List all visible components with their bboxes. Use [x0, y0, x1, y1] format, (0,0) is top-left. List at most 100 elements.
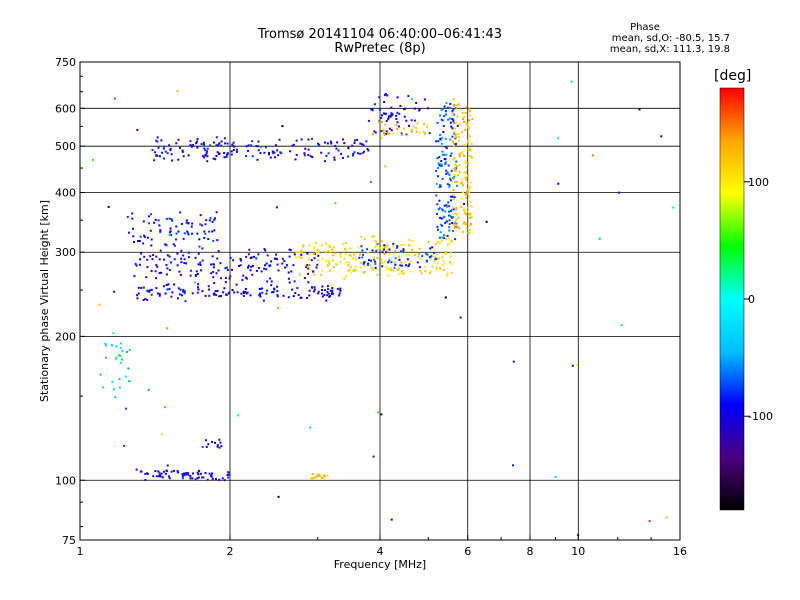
x-axis-label: Frequency [MHz] [334, 558, 426, 571]
data-point [308, 268, 311, 271]
data-point [182, 155, 185, 158]
data-point [115, 356, 118, 359]
data-point [313, 288, 316, 291]
data-point [225, 294, 228, 297]
data-point [463, 221, 466, 224]
x-tick-label: 2 [227, 545, 234, 558]
data-point [163, 258, 166, 261]
data-point [399, 104, 402, 107]
data-point [425, 125, 428, 128]
data-point [169, 227, 172, 230]
data-point [343, 257, 346, 260]
data-point [307, 272, 310, 275]
data-point [436, 175, 439, 178]
data-point [208, 294, 211, 297]
data-point [449, 106, 452, 109]
data-point [312, 477, 315, 480]
data-point [214, 477, 217, 480]
data-point [411, 239, 414, 242]
data-point [151, 258, 154, 261]
data-point [362, 262, 365, 265]
data-point [356, 138, 359, 141]
data-point [273, 257, 276, 260]
data-point [179, 146, 182, 149]
data-point [216, 239, 219, 242]
data-point [134, 262, 137, 265]
data-point [466, 206, 469, 209]
data-point [396, 246, 399, 249]
data-point [469, 110, 472, 113]
data-point [440, 223, 443, 226]
data-point [426, 253, 429, 256]
data-point [347, 269, 350, 272]
data-point [184, 300, 187, 303]
data-point [320, 151, 323, 154]
data-point [211, 475, 214, 478]
data-point [451, 109, 454, 112]
data-point [463, 144, 466, 147]
data-point [136, 297, 139, 300]
data-point [169, 149, 172, 152]
data-point [377, 120, 380, 123]
data-point [455, 222, 458, 225]
data-point [242, 274, 245, 277]
y-tick-label: 100 [55, 474, 76, 487]
phase-stats-title: Phase [630, 22, 660, 33]
data-point [324, 250, 327, 253]
data-point [163, 157, 166, 160]
data-point [326, 291, 329, 294]
data-point [196, 286, 199, 289]
data-point [458, 155, 461, 158]
data-point [290, 270, 293, 273]
data-point [148, 289, 151, 292]
data-point [263, 267, 266, 270]
data-point [356, 152, 359, 155]
data-point [396, 96, 399, 99]
data-point [327, 250, 330, 253]
data-point [128, 231, 131, 234]
data-point [270, 284, 273, 287]
data-point [305, 266, 308, 269]
data-point [314, 241, 317, 244]
data-point [226, 269, 229, 272]
data-point [423, 98, 426, 101]
data-point [180, 294, 183, 297]
data-point [471, 118, 474, 121]
data-point [255, 145, 258, 148]
data-point [386, 244, 389, 247]
data-point [326, 294, 329, 297]
data-point [446, 275, 449, 278]
data-point [156, 136, 159, 139]
data-point [390, 106, 393, 109]
data-point [302, 245, 305, 248]
data-point [453, 104, 456, 107]
data-point [409, 270, 412, 273]
data-point [181, 475, 184, 478]
data-point [467, 174, 470, 177]
data-point [104, 344, 107, 347]
data-point [191, 292, 194, 295]
data-point [177, 158, 180, 161]
data-point [168, 234, 171, 237]
data-point [388, 253, 391, 256]
data-point [445, 169, 448, 172]
data-point [459, 108, 462, 111]
data-point [233, 291, 236, 294]
data-point [376, 248, 379, 251]
x-tick-label: 4 [377, 545, 384, 558]
data-point [389, 262, 392, 265]
data-point [190, 232, 193, 235]
data-point [276, 307, 279, 310]
data-point [471, 156, 474, 159]
data-point [300, 138, 303, 141]
data-point [146, 266, 149, 269]
data-point [434, 258, 437, 261]
data-point [373, 103, 376, 106]
data-point [142, 299, 145, 302]
data-point [110, 344, 113, 347]
data-point [317, 292, 320, 295]
data-point [362, 253, 365, 256]
data-point [340, 152, 343, 155]
data-point [307, 258, 310, 261]
data-point [446, 183, 449, 186]
